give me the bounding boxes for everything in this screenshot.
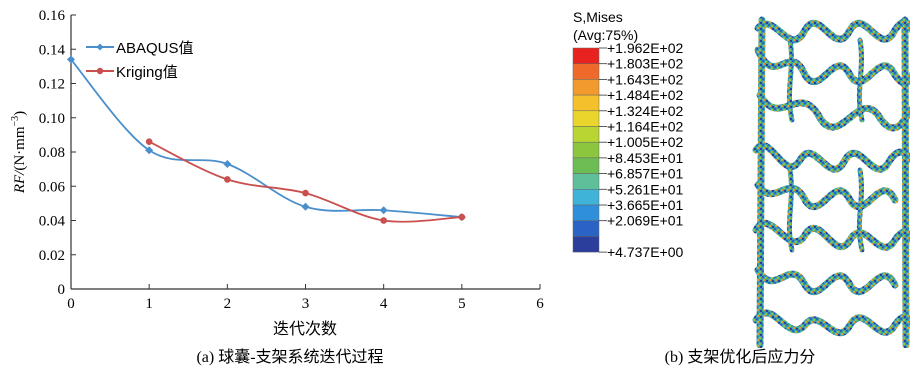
contour-swatch [572,173,600,190]
y-tick-label: 0.04 [39,214,66,230]
contour-level-label: +1.484E+02 [607,87,684,103]
contour-swatch [572,157,600,174]
chart-legend: ABAQUS值 Kriging值 [86,40,194,81]
contour-level-label: +8.453E+01 [607,150,684,166]
contour-swatch [572,110,600,127]
y-axis-label-exp: −3 [10,116,21,127]
contour-swatch [572,141,600,159]
contour-level-label: +1.962E+02 [607,40,684,56]
caption-a: (a) 球囊-支架系统迭代过程 [196,348,383,366]
y-tick-label: 0.16 [39,8,66,24]
y-tick-label: 0.14 [39,42,66,58]
y-axis-label-close: ) [12,111,28,116]
contour-level-label: +1.803E+02 [607,56,684,72]
chart-series [67,55,466,224]
contour-level-label: +4.737E+00 [607,244,684,260]
x-tick-label: 5 [458,296,466,312]
data-point [145,138,153,146]
contour-legend-subtitle: (Avg:75%) [573,27,638,43]
contour-swatch [572,94,600,112]
x-tick-label: 4 [380,296,388,312]
data-point [224,176,231,183]
stent-stress-image [752,16,910,348]
contour-level-label: +2.069E+01 [607,213,684,229]
contour-swatch [572,189,600,206]
x-tick-label: 0 [67,296,75,312]
data-point [145,146,154,155]
contour-legend: S,Mises (Avg:75%) +1.962E+02+1.803E+02+1… [572,9,684,260]
y-tick-label: 0.10 [39,111,65,127]
legend-label-kriging: Kriging值 [116,64,178,81]
data-point [223,159,232,168]
y-axis-label: RF/(N·mm−3) [10,111,28,194]
contour-levels: +1.962E+02+1.803E+02+1.643E+02+1.484E+02… [572,40,684,260]
data-point [458,213,466,221]
data-point [379,206,388,215]
caption-b: (b) 支架优化后应力分 [665,347,816,366]
y-tick-label: 0.12 [39,77,65,93]
data-point [67,55,75,64]
x-tick-label: 2 [224,296,232,312]
chart-ticks: 0 1 2 3 4 5 6 0 0.02 0.04 0.06 0.08 0.10 0.12 0.14 0.16 [39,8,545,312]
contour-swatch [572,236,600,253]
y-tick-label: 0.06 [39,179,66,195]
x-tick-label: 3 [302,296,310,312]
y-tick-label: 0 [58,282,66,298]
contour-legend-title: S,Mises [573,9,623,25]
contour-level-label: +1.643E+02 [607,71,684,87]
x-tick-label: 1 [145,296,153,312]
data-point [302,189,309,197]
contour-level-label: +3.665E+01 [607,197,684,213]
contour-level-label: +6.857E+01 [607,166,684,182]
contour-level-label: +1.005E+02 [607,134,684,150]
line-chart: 0 1 2 3 4 5 6 0 0.02 0.04 0.06 0.08 0.10 0.12 0.14 0.16… [10,8,544,366]
data-point [301,202,310,211]
x-tick-label: 6 [536,296,544,312]
contour-swatch [572,220,600,237]
x-axis-label: 迭代次数 [273,320,337,338]
legend-marker-kriging [96,67,104,75]
legend-marker-abaqus [96,43,104,51]
contour-swatch [572,79,600,96]
legend-label-abaqus: ABAQUS值 [116,40,194,57]
series-line-0 [70,58,462,218]
contour-level-label: +5.261E+01 [607,181,684,197]
y-tick-label: 0.08 [39,145,65,161]
y-axis-label-main: RF/ [12,169,28,194]
contour-level-label: +1.324E+02 [607,103,684,119]
contour-swatch [572,63,600,80]
data-point [380,217,387,224]
contour-swatch [572,204,600,221]
contour-swatch [572,47,600,64]
y-tick-label: 0.02 [39,248,65,264]
y-axis-label-unit: (N·mm [12,126,28,170]
contour-swatch [572,126,600,143]
contour-level-label: +1.164E+02 [607,119,684,135]
